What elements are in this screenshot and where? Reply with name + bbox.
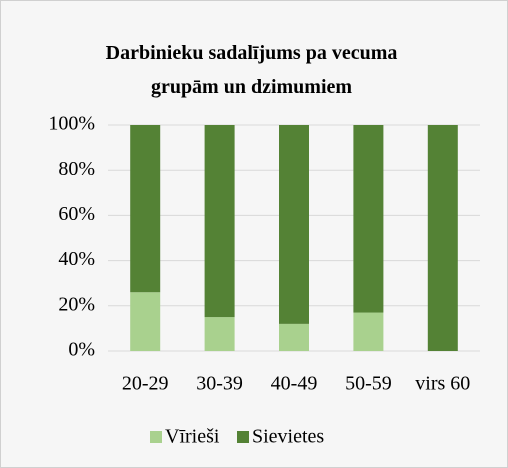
- x-tick-label: 40-49: [271, 373, 318, 395]
- y-tick-label: 40%: [58, 248, 95, 270]
- bar-segment: [204, 125, 235, 318]
- bar-segment: [279, 125, 309, 324]
- y-tick-label: 20%: [58, 293, 95, 315]
- bar-segment: [353, 125, 384, 313]
- x-tick-label: 50-59: [345, 373, 392, 395]
- bar-segment: [279, 323, 309, 351]
- bar-segment: [204, 317, 235, 351]
- legend-swatch: [237, 431, 249, 443]
- bar-segment: [427, 125, 458, 351]
- legend-swatch: [150, 431, 162, 443]
- y-tick-label: 0%: [68, 339, 95, 361]
- x-tick-label: 30-39: [196, 373, 243, 395]
- legend-label: Vīrieši: [165, 426, 220, 448]
- y-tick-label: 100%: [48, 113, 95, 135]
- bar-segment: [130, 292, 161, 351]
- bar-segment: [353, 312, 384, 351]
- y-tick-label: 80%: [58, 158, 95, 180]
- x-tick-label: virs 60: [415, 373, 470, 395]
- bar-segment: [130, 125, 161, 293]
- y-tick-label: 60%: [58, 203, 95, 225]
- x-tick-label: 20-29: [122, 373, 169, 395]
- legend-label: Sievietes: [252, 426, 324, 448]
- chart-title: Darbinieku sadalījums pa vecuma grupām u…: [105, 42, 398, 98]
